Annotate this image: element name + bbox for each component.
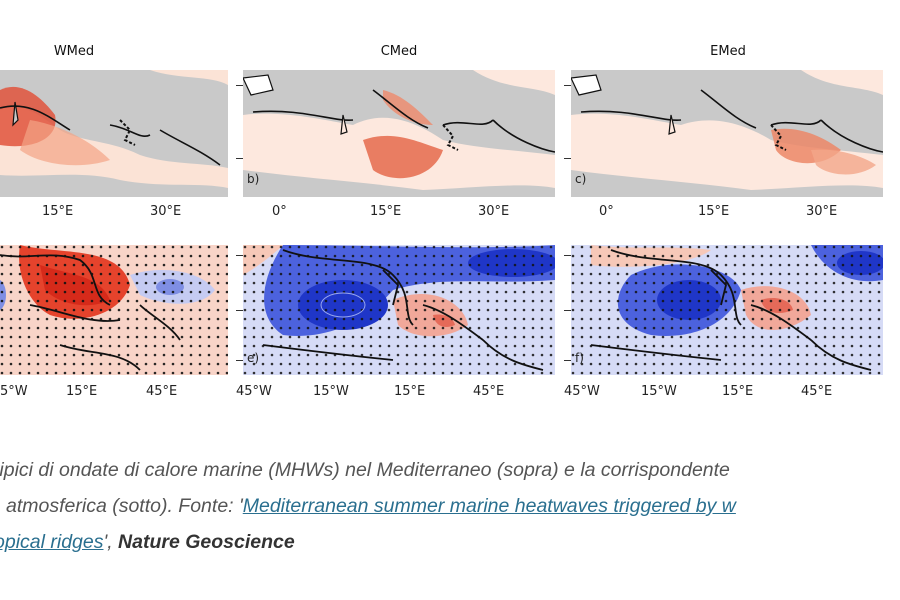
panel-tag-c: c): [575, 172, 587, 186]
source-link-part-2[interactable]: opical ridges: [0, 531, 104, 553]
caption-line-1: tipici di ondate di calore marine (MHWs)…: [0, 459, 730, 481]
xtick-b-30e: 30°E: [478, 204, 510, 219]
y-tick: [564, 85, 571, 86]
map-panel-e: e): [243, 245, 555, 375]
caption-line-3-suffix: ',: [103, 531, 119, 553]
panel-title-wmed: WMed: [53, 44, 95, 59]
xtick-d-5w: 5°W: [0, 384, 28, 399]
map-panel-f: f): [571, 245, 883, 375]
xtick-c-30e: 30°E: [806, 204, 838, 219]
source-link-part-1[interactable]: Mediterranean summer marine heatwaves tr…: [242, 495, 736, 517]
caption-line-2-prefix: atmosferica (sotto). Fonte: ': [6, 495, 243, 517]
cmed-sst-map: [243, 70, 555, 197]
journal-name: Nature Geoscience: [118, 531, 295, 553]
xtick-e-45w: 45°W: [236, 384, 272, 399]
panel-title-emed: EMed: [710, 44, 746, 59]
panel-tag-b: b): [247, 172, 260, 186]
caption-line-2: atmosferica (sotto). Fonte: 'Mediterrane…: [0, 488, 900, 524]
xtick-c-15e: 15°E: [698, 204, 730, 219]
panel-tag-f: f): [575, 351, 584, 365]
map-panel-wmed: [0, 70, 228, 197]
figure-caption: tipici di ondate di calore marine (MHWs)…: [0, 452, 900, 560]
panel-tag-e: e): [247, 351, 260, 365]
xtick-b-0: 0°: [272, 204, 287, 219]
xtick-c-0: 0°: [599, 204, 614, 219]
y-tick: [236, 85, 243, 86]
y-tick: [236, 360, 243, 361]
emed-sst-map: [571, 70, 883, 197]
wmed-sst-map: [0, 70, 228, 197]
xtick-e-15e: 15°E: [394, 384, 426, 399]
xtick-d-15e: 15°E: [66, 384, 98, 399]
xtick-d-45e: 45°E: [146, 384, 178, 399]
map-panel-cmed: b): [243, 70, 555, 197]
xtick-e-15w: 15°W: [313, 384, 349, 399]
xtick-e-45e: 45°E: [473, 384, 505, 399]
map-panel-emed: c): [571, 70, 883, 197]
y-tick: [236, 158, 243, 159]
atm-map-d: [0, 245, 228, 375]
y-tick: [236, 310, 243, 311]
xtick-a-30e: 30°E: [150, 204, 182, 219]
xtick-f-45w: 45°W: [564, 384, 600, 399]
panel-title-cmed: CMed: [380, 44, 418, 59]
y-tick: [564, 360, 571, 361]
caption-line-3: opical ridges', Nature Geoscience: [0, 524, 900, 560]
xtick-f-45e: 45°E: [801, 384, 833, 399]
y-tick: [564, 158, 571, 159]
y-tick: [564, 310, 571, 311]
y-tick: [564, 255, 571, 256]
map-panel-d: [0, 245, 228, 375]
y-tick: [236, 255, 243, 256]
atm-map-f: [571, 245, 883, 375]
atm-map-e: [243, 245, 555, 375]
xtick-b-15e: 15°E: [370, 204, 402, 219]
xtick-a-15e: 15°E: [42, 204, 74, 219]
xtick-f-15e: 15°E: [722, 384, 754, 399]
xtick-f-15w: 15°W: [641, 384, 677, 399]
